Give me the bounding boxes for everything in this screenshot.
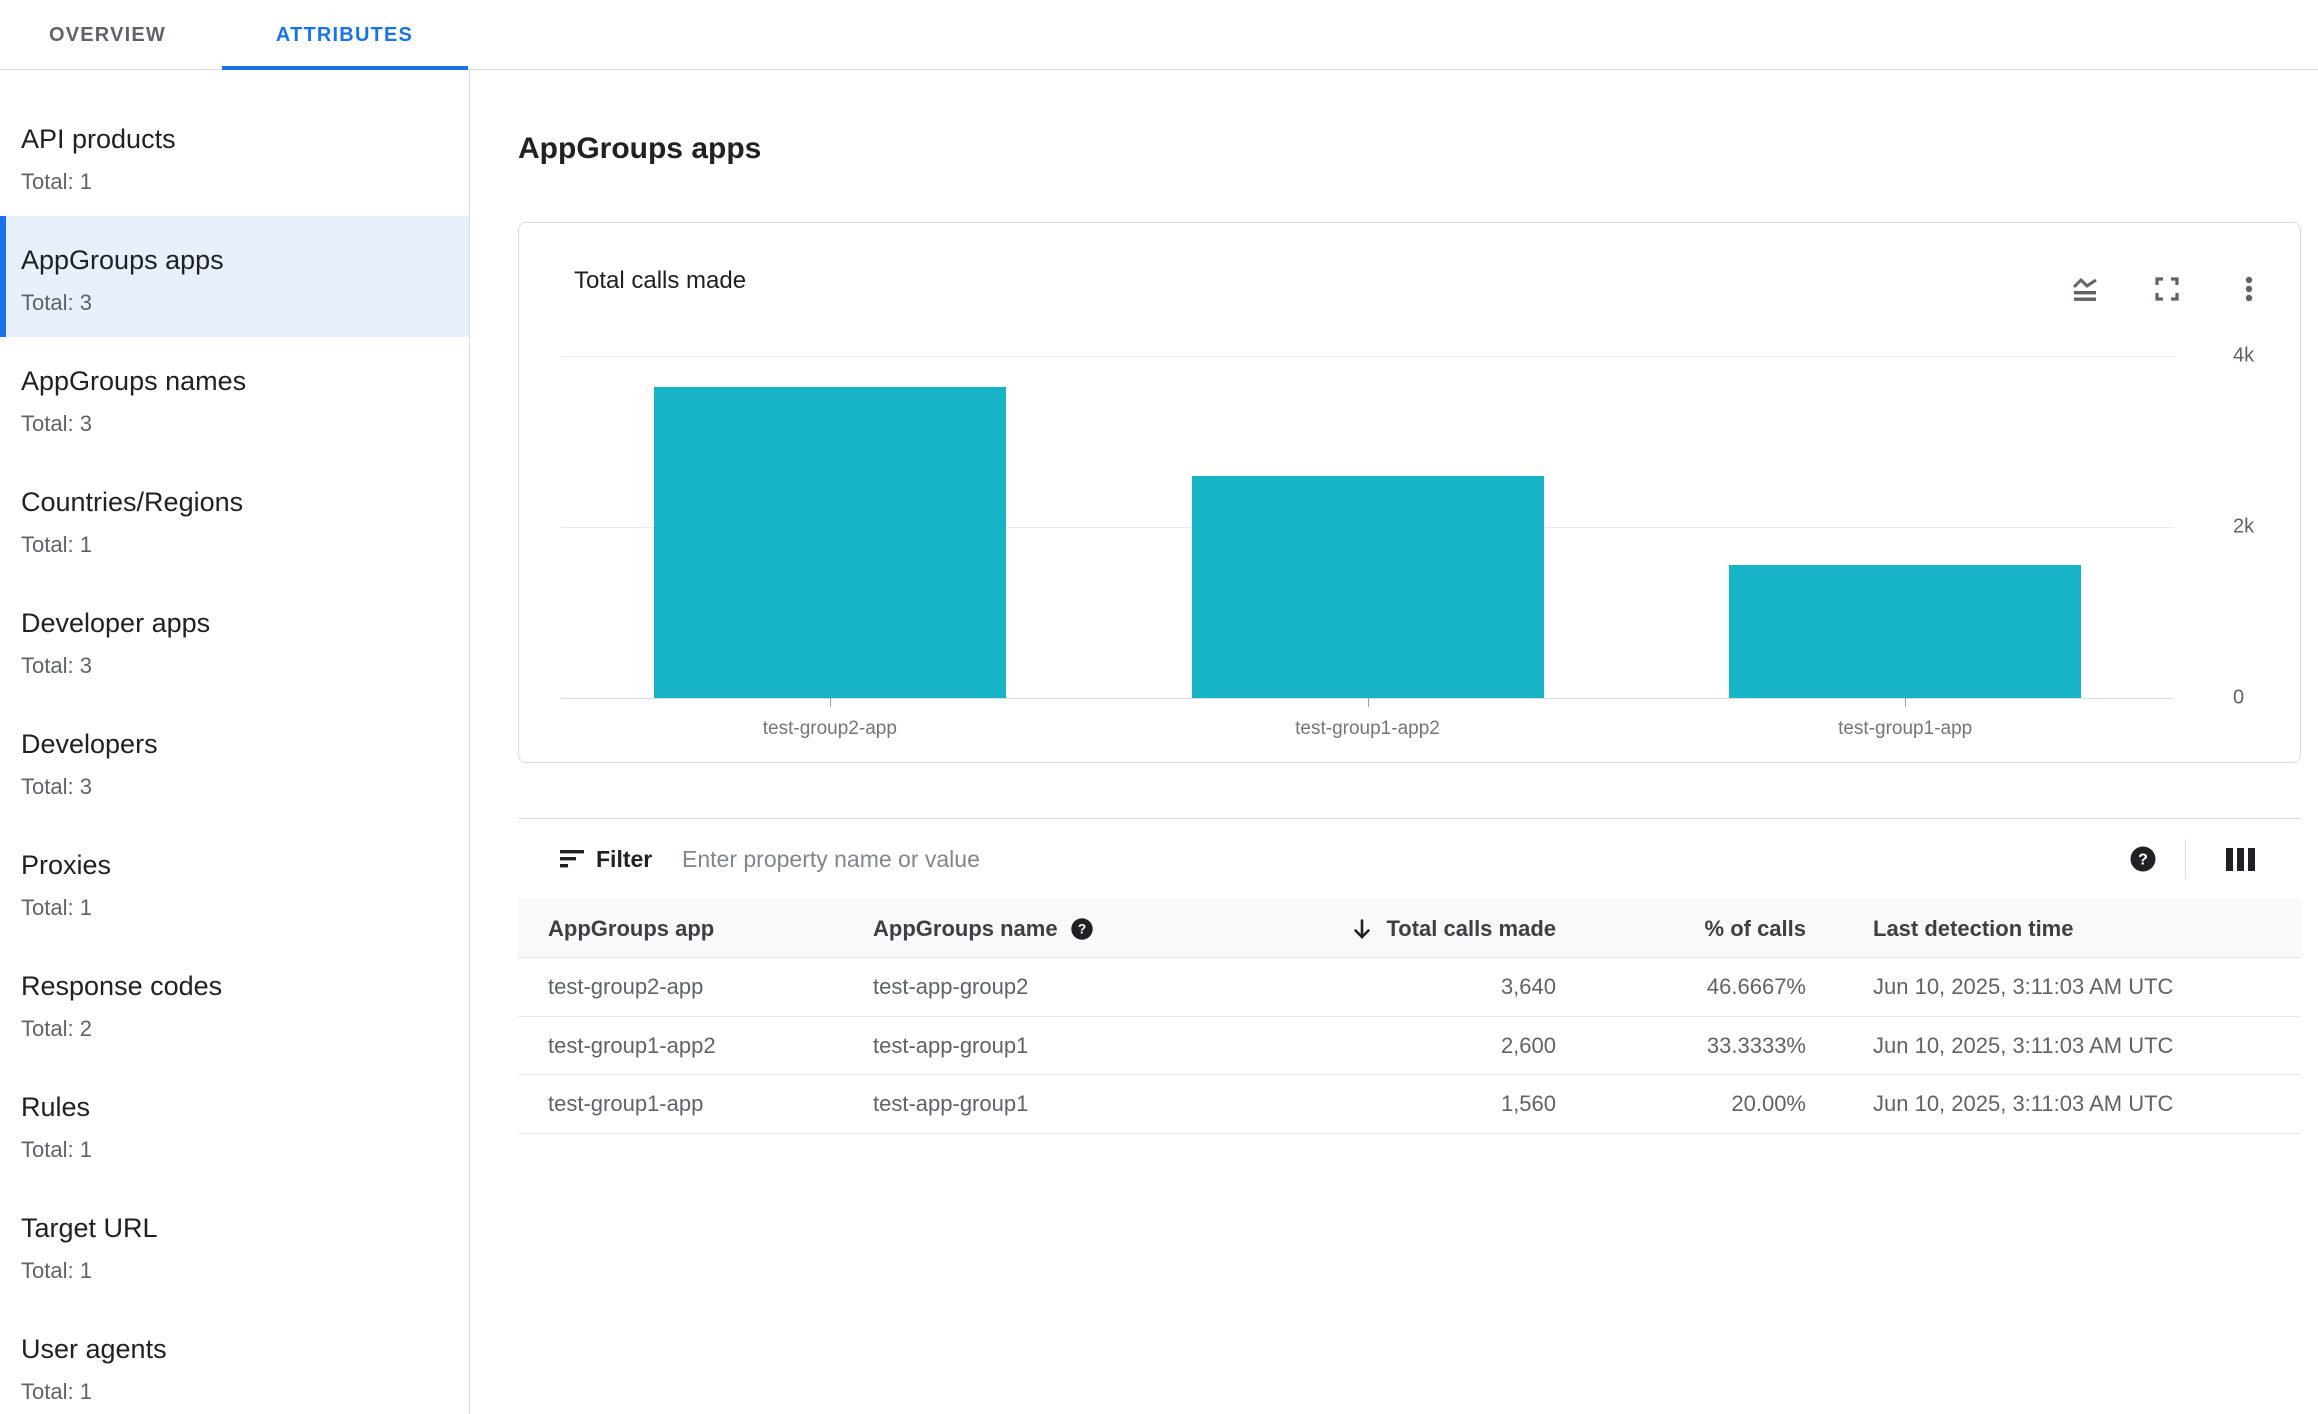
toolbar-divider (2185, 839, 2186, 879)
sidebar-item-total: Total: 1 (21, 1379, 92, 1404)
cell-appgroups-app: test-group1-app2 (548, 1032, 716, 1058)
tab-attributes[interactable]: ATTRIBUTES (275, 24, 414, 46)
cell-appgroups-name: test-app-group1 (873, 1032, 1029, 1058)
sidebar-item-rules[interactable]: Rules Total: 1 (0, 1063, 469, 1184)
col-header-label: Total calls made (1386, 916, 1556, 941)
x-axis-label: test-group1-app (1838, 718, 1973, 739)
active-tab-underline (222, 66, 468, 70)
sidebar-item-label: Countries/Regions (21, 487, 244, 517)
filter-input[interactable] (682, 819, 2082, 899)
filter-row: Filter ? (518, 819, 2301, 899)
sidebar-item-api-products[interactable]: API products Total: 1 (0, 95, 469, 216)
table-header-row: AppGroups app AppGroups name ? (518, 899, 2301, 958)
sidebar-item-total: Total: 1 (21, 169, 92, 194)
chart-toolbar (2070, 274, 2264, 304)
cell-pct-calls: 20.00% (1731, 1091, 1806, 1117)
y-axis-label: 0 (2233, 686, 2245, 709)
sidebar-item-total: Total: 3 (21, 653, 92, 678)
column-settings-icon[interactable] (2226, 848, 2256, 871)
more-options-icon[interactable] (2234, 274, 2264, 304)
col-header-appgroups-app[interactable]: AppGroups app (548, 916, 715, 941)
table-row: test-group2-app test-app-group2 3,640 46… (518, 958, 2301, 1017)
y-axis-label: 4k (2233, 344, 2255, 367)
sidebar-item-developers[interactable]: Developers Total: 3 (0, 700, 469, 821)
sidebar-item-total: Total: 1 (21, 1137, 92, 1162)
chart-title: Total calls made (574, 267, 747, 294)
table-help-icon[interactable]: ? (2129, 845, 2157, 873)
x-axis-label: test-group1-app2 (1295, 718, 1440, 739)
bar-chart: 4k 2k 0 test-group2-app test-group1-app2 test… (561, 345, 2254, 739)
sidebar-item-total: Total: 1 (21, 532, 92, 557)
sidebar-item-label: Response codes (21, 971, 223, 1001)
sidebar-item-appgroups-names[interactable]: AppGroups names Total: 3 (0, 337, 469, 458)
sidebar-item-label: User agents (21, 1334, 167, 1364)
cell-appgroups-name: test-app-group2 (873, 974, 1029, 999)
cell-pct-calls: 46.6667% (1706, 974, 1806, 999)
sidebar: API products Total: 1 AppGroups apps Tot… (0, 70, 470, 1414)
filter-icon (560, 850, 584, 868)
cell-total-calls: 3,640 (1500, 974, 1556, 999)
x-axis-label: test-group2-app (762, 718, 897, 739)
sidebar-item-label: Proxies (21, 850, 112, 880)
sidebar-item-response-codes[interactable]: Response codes Total: 2 (0, 942, 469, 1063)
sidebar-item-label: AppGroups names (21, 366, 247, 396)
sidebar-item-user-agents[interactable]: User agents Total: 1 (0, 1305, 469, 1414)
sidebar-item-total: Total: 1 (21, 895, 92, 920)
cell-total-calls: 2,600 (1500, 1032, 1556, 1058)
filter-label: Filter (596, 846, 653, 872)
sidebar-item-label: Developers (21, 729, 158, 759)
cell-appgroups-app: test-group1-app (548, 1091, 704, 1117)
x-axis-tick (1367, 698, 1369, 707)
y-axis-label: 2k (2233, 515, 2255, 538)
cell-appgroups-name: test-app-group1 (873, 1091, 1029, 1117)
bar-test-group1-app (1729, 564, 2082, 698)
sort-desc-icon (1354, 918, 1371, 939)
fullscreen-icon[interactable] (2152, 274, 2182, 304)
svg-text:?: ? (2138, 852, 2148, 869)
col-header-appgroups-name[interactable]: AppGroups name ? (873, 899, 1094, 958)
cell-total-calls: 1,560 (1500, 1091, 1556, 1117)
cell-last-detection: Jun 10, 2025, 3:11:03 AM UTC (1873, 974, 2174, 999)
sidebar-item-proxies[interactable]: Proxies Total: 1 (0, 821, 469, 942)
chart-type-icon[interactable] (2070, 274, 2100, 304)
sidebar-item-appgroups-apps[interactable]: AppGroups apps Total: 3 (0, 216, 469, 337)
svg-text:?: ? (1077, 921, 1085, 936)
table-row: test-group1-app test-app-group1 1,560 20… (518, 1075, 2301, 1135)
x-axis-tick (1905, 698, 1907, 707)
sidebar-item-target-url[interactable]: Target URL Total: 1 (0, 1184, 469, 1305)
sidebar-item-countries-regions[interactable]: Countries/Regions Total: 1 (0, 458, 469, 579)
cell-last-detection: Jun 10, 2025, 3:11:03 AM UTC (1873, 1091, 2174, 1117)
bar-test-group2-app (653, 386, 1006, 698)
sidebar-item-total: Total: 1 (21, 1258, 92, 1283)
table-panel: Filter ? AppGroups app AppGroups name (518, 818, 2301, 1135)
tab-overview[interactable]: OVERVIEW (48, 24, 167, 46)
sidebar-item-label: Rules (21, 1092, 91, 1122)
sidebar-item-label: AppGroups apps (21, 245, 224, 275)
column-help-icon[interactable]: ? (1070, 917, 1094, 941)
cell-pct-calls: 33.3333% (1706, 1032, 1806, 1058)
sidebar-item-total: Total: 3 (21, 411, 92, 436)
cell-appgroups-app: test-group2-app (548, 974, 704, 999)
chart-card: Total calls made 4k 2k 0 test-g (518, 222, 2301, 763)
sidebar-item-developer-apps[interactable]: Developer apps Total: 3 (0, 579, 469, 700)
sidebar-item-label: Target URL (21, 1213, 158, 1243)
col-header-last-detection[interactable]: Last detection time (1873, 916, 2074, 941)
col-header-label: AppGroups name (873, 916, 1058, 941)
gridline-4k (561, 356, 2174, 357)
sidebar-item-total: Total: 2 (21, 1016, 92, 1041)
tab-bar: OVERVIEW ATTRIBUTES (0, 0, 2318, 70)
table-row: test-group1-app2 test-app-group1 2,600 3… (518, 1017, 2301, 1076)
col-header-total-calls[interactable]: Total calls made (1350, 899, 1556, 958)
sidebar-item-label: Developer apps (21, 608, 211, 638)
bar-test-group1-app2 (1191, 475, 1544, 698)
page-title: AppGroups apps (518, 132, 762, 165)
cell-last-detection: Jun 10, 2025, 3:11:03 AM UTC (1873, 1032, 2174, 1058)
sidebar-item-total: Total: 3 (21, 290, 92, 315)
sidebar-item-label: API products (21, 124, 176, 154)
table-body: test-group2-app test-app-group2 3,640 46… (518, 958, 2301, 1135)
x-axis-tick (829, 698, 831, 707)
sidebar-item-total: Total: 3 (21, 774, 92, 799)
col-header-pct-calls[interactable]: % of calls (1704, 916, 1806, 941)
